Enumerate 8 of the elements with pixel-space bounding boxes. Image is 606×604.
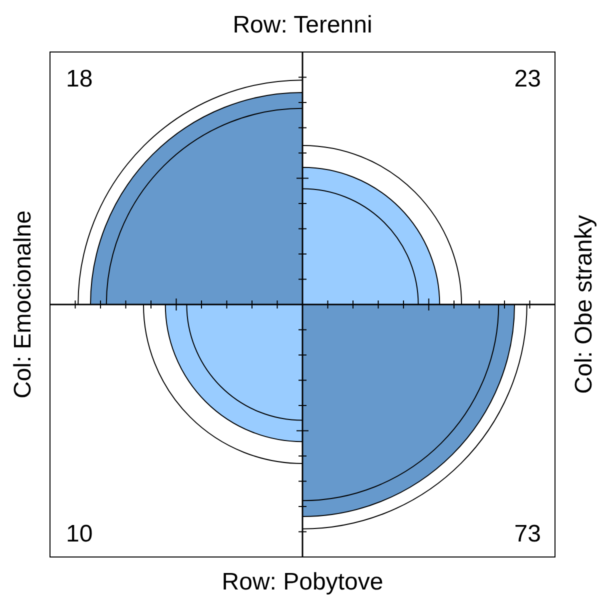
data-label: 23 bbox=[514, 66, 541, 93]
text: Row: Terenni bbox=[232, 12, 372, 39]
data-label: 73 bbox=[514, 520, 541, 548]
text: Col: Obe stranky bbox=[570, 215, 598, 394]
data-label: 18 bbox=[66, 66, 93, 93]
text: Col: Emocionalne bbox=[10, 210, 37, 399]
text: Row: Pobytove bbox=[222, 568, 384, 596]
data-label: 10 bbox=[66, 520, 93, 548]
